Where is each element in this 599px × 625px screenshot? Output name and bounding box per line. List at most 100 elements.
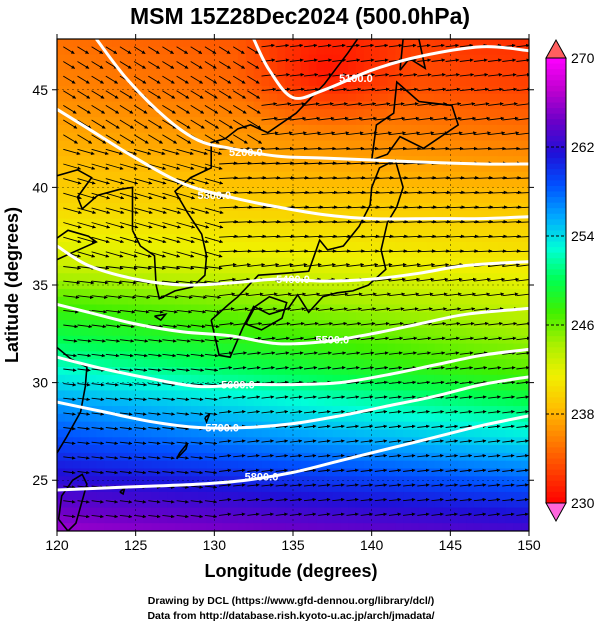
wind-arrow — [289, 321, 305, 326]
heatmap-cell — [269, 163, 278, 173]
heatmap-cell — [379, 140, 388, 149]
wind-arrow — [473, 190, 494, 195]
heatmap-cell — [88, 93, 97, 103]
heatmap-cell — [206, 179, 215, 188]
heatmap-cell — [355, 437, 365, 446]
heatmap-cell — [293, 523, 302, 531]
wind-arrow — [77, 90, 91, 99]
heatmap-cell — [190, 460, 200, 470]
heatmap-cell — [112, 359, 121, 368]
heatmap-cell — [237, 351, 247, 360]
heatmap-cell — [363, 218, 373, 228]
heatmap-cell — [403, 429, 412, 438]
heatmap-cell — [426, 156, 436, 165]
heatmap-cell — [355, 46, 365, 56]
heatmap-cell — [473, 93, 483, 103]
heatmap-cell — [442, 257, 451, 267]
heatmap-cell — [324, 320, 333, 329]
wind-arrow — [105, 105, 120, 114]
heatmap-cell — [411, 124, 420, 134]
heatmap-cell — [104, 460, 113, 470]
heatmap-cell — [269, 445, 278, 454]
heatmap-cell — [214, 296, 223, 306]
heatmap-cell — [450, 445, 459, 454]
heatmap-cell — [363, 390, 373, 399]
heatmap-cell — [119, 406, 129, 415]
heatmap-cell — [269, 491, 278, 501]
heatmap-cell — [80, 195, 90, 204]
heatmap-cell — [246, 531, 254, 539]
wind-arrow — [346, 307, 362, 311]
heatmap-cell — [245, 101, 255, 110]
heatmap-cell — [214, 203, 223, 212]
heatmap-cell — [481, 499, 491, 509]
heatmap-cell — [489, 210, 499, 220]
wind-arrow — [459, 146, 478, 151]
heatmap-cell — [237, 148, 247, 157]
heatmap-cell — [513, 484, 522, 493]
heatmap-cell — [175, 109, 184, 118]
heatmap-cell — [112, 398, 121, 407]
heatmap-cell — [112, 296, 121, 306]
heatmap-cell — [434, 234, 444, 243]
heatmap-cell — [481, 234, 491, 243]
heatmap-cell — [489, 132, 499, 142]
heatmap-cell — [497, 101, 506, 110]
heatmap-cell — [198, 304, 208, 313]
heatmap-cell — [190, 46, 200, 56]
wind-arrow — [403, 249, 422, 253]
heatmap-cell — [80, 124, 90, 134]
heatmap-cell — [489, 93, 499, 103]
wind-arrow — [488, 205, 508, 209]
wind-arrow — [148, 251, 166, 258]
wind-arrow — [431, 102, 447, 106]
heatmap-cell — [442, 163, 451, 173]
heatmap-cell — [230, 327, 239, 337]
wind-arrow — [473, 176, 493, 180]
heatmap-cell — [135, 171, 145, 181]
heatmap-cell — [513, 46, 522, 56]
heatmap-cell — [363, 140, 373, 149]
wind-arrow — [459, 249, 479, 253]
heatmap-cell — [395, 491, 404, 501]
heatmap-cell — [316, 515, 326, 524]
heatmap-cell — [112, 179, 121, 188]
heatmap-cell — [395, 93, 404, 103]
heatmap-cell — [253, 85, 263, 95]
heatmap-cell — [88, 468, 97, 477]
heatmap-cell — [411, 343, 420, 352]
heatmap-cell — [332, 531, 340, 539]
heatmap-cell — [458, 406, 467, 415]
heatmap-cell — [159, 39, 168, 48]
heatmap-cell — [143, 452, 152, 462]
heatmap-cell — [403, 452, 412, 462]
heatmap-cell — [489, 413, 499, 423]
heatmap-cell — [355, 476, 365, 485]
heatmap-cell — [96, 445, 105, 454]
heatmap-cell — [237, 163, 247, 173]
heatmap-cell — [214, 421, 223, 431]
heatmap-cell — [363, 195, 373, 204]
coastline — [131, 39, 359, 300]
heatmap-cell — [206, 62, 215, 71]
heatmap-cell — [363, 46, 373, 56]
heatmap-cell — [222, 390, 231, 399]
heatmap-cell — [277, 179, 286, 188]
heatmap-cell — [521, 382, 529, 392]
wind-arrow — [360, 58, 375, 62]
x-tick-label: 125 — [124, 537, 148, 553]
heatmap-cell — [245, 390, 255, 399]
heatmap-cell — [363, 54, 373, 64]
heatmap-cell — [340, 359, 349, 368]
heatmap-cell — [505, 218, 514, 228]
heatmap-cell — [371, 39, 381, 48]
heatmap-cell — [521, 484, 529, 493]
heatmap-cell — [442, 499, 451, 509]
heatmap-cell — [355, 226, 365, 235]
heatmap-cell — [466, 46, 475, 56]
heatmap-cell — [442, 109, 451, 118]
heatmap-cell — [363, 382, 373, 392]
heatmap-cell — [64, 398, 74, 407]
heatmap-cell — [497, 265, 506, 274]
heatmap-cell — [403, 226, 412, 235]
